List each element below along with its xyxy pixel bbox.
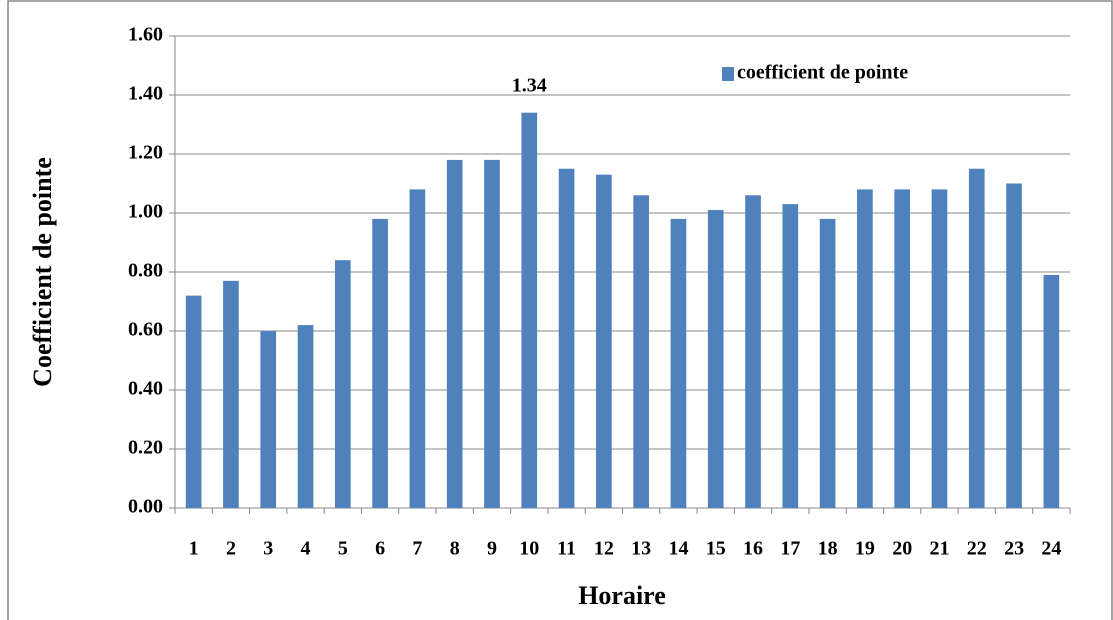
bar bbox=[857, 189, 873, 508]
bar bbox=[223, 280, 239, 508]
bar bbox=[633, 195, 649, 509]
y-tick-label: 0.60 bbox=[128, 319, 163, 341]
x-tick-label: 8 bbox=[450, 538, 460, 560]
bar bbox=[596, 174, 612, 508]
bar bbox=[446, 159, 463, 508]
bar bbox=[185, 295, 202, 508]
x-tick-label: 18 bbox=[818, 538, 838, 560]
y-tick-label: 1.40 bbox=[128, 83, 163, 105]
bar bbox=[409, 189, 426, 508]
bar bbox=[1006, 183, 1022, 508]
y-tick-label: 0.40 bbox=[128, 378, 163, 400]
bar bbox=[484, 159, 500, 508]
bar bbox=[521, 112, 538, 508]
bar bbox=[931, 189, 948, 508]
x-tick-label: 20 bbox=[892, 538, 912, 560]
x-tick-label: 23 bbox=[1004, 538, 1024, 560]
bar bbox=[334, 260, 351, 508]
legend-label: coefficient de pointe bbox=[737, 62, 908, 84]
bar bbox=[558, 168, 575, 508]
bar bbox=[1043, 274, 1060, 508]
x-tick-label: 11 bbox=[557, 538, 576, 560]
x-tick-label: 24 bbox=[1041, 538, 1061, 560]
x-tick-label: 5 bbox=[338, 538, 348, 560]
data-label: 1.34 bbox=[512, 74, 547, 96]
legend-swatch bbox=[722, 67, 734, 81]
x-tick-label: 16 bbox=[743, 538, 763, 560]
x-tick-label: 14 bbox=[668, 538, 688, 560]
bar bbox=[819, 218, 836, 508]
bar bbox=[745, 195, 761, 509]
y-tick-label: 0.80 bbox=[128, 260, 163, 282]
x-tick-label: 4 bbox=[301, 538, 311, 560]
x-tick-label: 15 bbox=[706, 538, 726, 560]
bar bbox=[968, 168, 985, 508]
bar bbox=[670, 218, 687, 508]
x-tick-label: 13 bbox=[631, 538, 651, 560]
chart-frame bbox=[7, 0, 1113, 620]
x-tick-label: 12 bbox=[594, 538, 614, 560]
x-tick-label: 6 bbox=[375, 538, 385, 560]
bar bbox=[782, 204, 799, 508]
x-tick-label: 10 bbox=[519, 538, 539, 560]
x-tick-label: 19 bbox=[855, 538, 875, 560]
bar bbox=[297, 325, 314, 508]
bar bbox=[372, 218, 388, 508]
x-tick-label: 2 bbox=[226, 538, 236, 560]
x-tick-label: 9 bbox=[487, 538, 497, 560]
y-tick-label: 0.00 bbox=[128, 496, 163, 518]
y-axis-title: Coefficient de pointe bbox=[28, 157, 57, 387]
bar bbox=[707, 210, 724, 509]
y-tick-label: 1.00 bbox=[128, 201, 163, 223]
x-tick-label: 22 bbox=[967, 538, 987, 560]
x-axis-title: Horaire bbox=[578, 581, 666, 610]
x-tick-label: 3 bbox=[263, 538, 273, 560]
x-tick-label: 17 bbox=[780, 538, 800, 560]
x-tick-label: 21 bbox=[929, 538, 949, 560]
y-tick-label: 0.20 bbox=[128, 437, 163, 459]
x-tick-label: 1 bbox=[189, 538, 199, 560]
x-tick-label: 7 bbox=[412, 538, 422, 560]
bar bbox=[260, 331, 277, 508]
y-tick-label: 1.60 bbox=[128, 24, 163, 46]
y-tick-label: 1.20 bbox=[128, 142, 163, 164]
bar bbox=[894, 189, 911, 508]
